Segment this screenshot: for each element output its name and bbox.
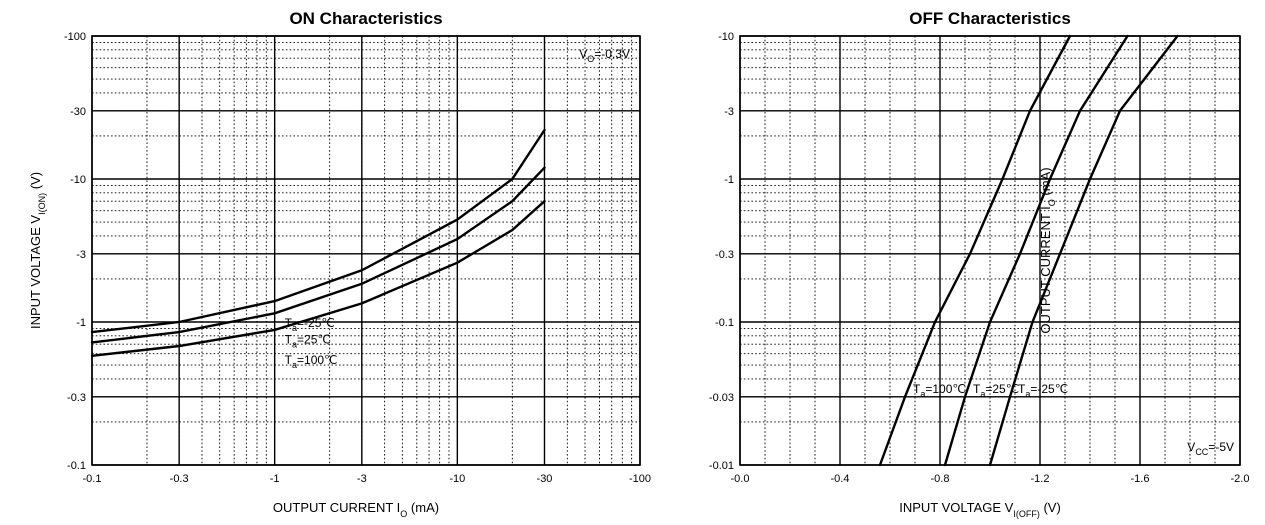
- y-tick-label: -10: [718, 31, 734, 43]
- x-tick-label: -2.0: [1231, 473, 1250, 485]
- x-axis-label: OUTPUT CURRENT IO (mA): [273, 500, 439, 519]
- series-label: Ta=100℃: [913, 382, 966, 399]
- condition-note: VO=-0.3V: [579, 47, 630, 64]
- y-tick-label: -3: [724, 106, 734, 118]
- series-line: [90, 166, 546, 344]
- chart-off: -0.0 -0.4 -0.8 -1.2 -1.6 -2.0 -0.01 -0.03 -0.1 -0…: [709, 9, 1250, 519]
- x-tick-label: -100: [629, 473, 651, 485]
- x-tick-label: -0.4: [831, 473, 850, 485]
- y-tick-label: -0.03: [709, 392, 734, 404]
- y-tick-label: -1: [724, 174, 734, 186]
- series-line: [878, 34, 1072, 467]
- x-tick-label: -0.0: [731, 473, 750, 485]
- minor-grid: [92, 36, 640, 465]
- series-line: [988, 34, 1179, 467]
- x-tick-label: -1: [270, 473, 280, 485]
- chart-on: -0.1 -0.3 -1 -3 -10 -30 -100 -0.1 -0.3 -1 -3 -10 -30…: [28, 9, 651, 519]
- x-tick-label: -1.2: [1031, 473, 1050, 485]
- x-tick-label: -30: [537, 473, 553, 485]
- minor-grid: [740, 36, 1240, 465]
- condition-note: VCC=-5V: [1187, 440, 1234, 457]
- series-line: [90, 200, 546, 357]
- x-tick-label: -0.8: [931, 473, 950, 485]
- major-grid: [91, 35, 641, 466]
- x-tick-label: -3: [357, 473, 367, 485]
- y-tick-label: -1: [76, 317, 86, 329]
- series-label: Ta=25℃: [285, 332, 331, 349]
- y-tick-label: -0.1: [715, 317, 734, 329]
- series-label: Ta=100℃: [285, 353, 338, 370]
- y-tick-label: -0.3: [715, 249, 734, 261]
- plot-frame: [739, 35, 1241, 466]
- y-tick-label: -0.1: [67, 460, 86, 472]
- plot-frame: [91, 35, 641, 466]
- y-axis-label: OUTPUT CURRENT IO (mA): [1038, 167, 1057, 333]
- y-tick-label: -0.01: [709, 460, 734, 472]
- y-tick-label: -100: [64, 31, 86, 43]
- x-tick-label: -0.3: [170, 473, 189, 485]
- y-tick-label: -0.3: [67, 392, 86, 404]
- x-tick-label: -0.1: [83, 473, 102, 485]
- series-line: [90, 128, 546, 334]
- y-tick-label: -3: [76, 249, 86, 261]
- x-tick-label: -1.6: [1131, 473, 1150, 485]
- y-tick-label: -30: [70, 106, 86, 118]
- x-axis-label: INPUT VOLTAGE VI(OFF) (V): [899, 500, 1061, 519]
- y-axis-label: INPUT VOLTAGE VI(ON) (V): [28, 172, 47, 329]
- chart-title: OFF Characteristics: [909, 9, 1071, 28]
- chart-title: ON Characteristics: [289, 9, 442, 28]
- y-tick-label: -10: [70, 174, 86, 186]
- x-tick-label: -10: [449, 473, 465, 485]
- series-label: Ta=-25℃: [1018, 382, 1068, 399]
- series-line: [943, 34, 1129, 467]
- major-grid: [739, 35, 1241, 466]
